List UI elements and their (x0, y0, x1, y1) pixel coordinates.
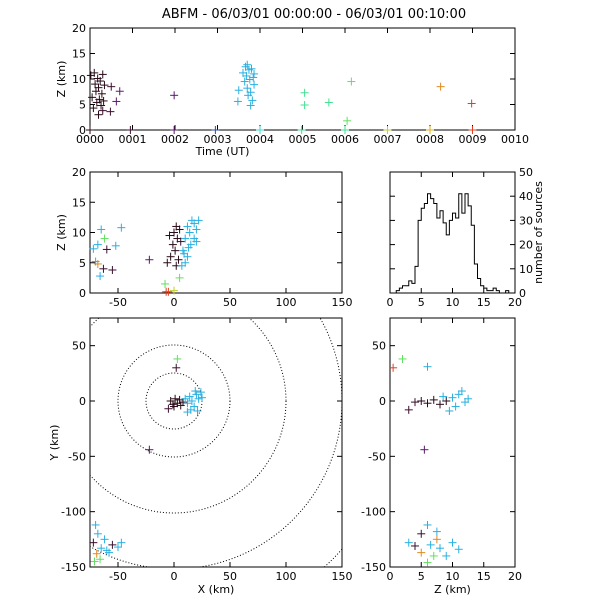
altitude-histogram-xtick-label: 10 (446, 296, 460, 309)
time-height-chart: 0000 0001 0002 0003 0004 0005 0006 0007 0008 0009… (55, 22, 529, 158)
altitude-histogram-ytick-label: 10 (519, 263, 533, 276)
altitude-histogram-xtick-label: 20 (508, 296, 522, 309)
time-height-ytick-label: 15 (72, 48, 86, 61)
histogram-step-line (395, 193, 515, 294)
plan-view-frame (89, 317, 343, 568)
time-height-xtick-label: 0005 (289, 133, 317, 146)
altitude-histogram-xtick-label: 0 (387, 296, 394, 309)
time-height-xtick-label: 0003 (204, 133, 232, 146)
altitude-histogram-ytick-label: 40 (519, 190, 533, 203)
x-height-xtick-label: 150 (332, 296, 353, 309)
x-height-xtick-label: 50 (223, 296, 237, 309)
z-y-view-xtick-label: 10 (446, 570, 460, 583)
time-height-ytick-label: 5 (79, 99, 86, 112)
x-height-xtick-label: -50 (109, 296, 127, 309)
time-height-xtick-label: 0007 (374, 133, 402, 146)
plan-view-xtick-label: 100 (276, 570, 297, 583)
time-height-xtick-label: 0006 (331, 133, 359, 146)
z-y-view-ytick-label: -50 (368, 450, 386, 463)
altitude-histogram-frame (389, 171, 516, 294)
x-height-xtick-label: 0 (171, 296, 178, 309)
plan-view-ytick-label: -50 (68, 450, 86, 463)
x-height-ytick-label: 5 (79, 257, 86, 270)
x-height-ytick-label: 15 (72, 196, 86, 209)
time-height-ytick-label: 20 (72, 22, 86, 35)
plan-view-ytick-label: -150 (61, 561, 86, 574)
z-y-view-xtick-label: 20 (508, 570, 522, 583)
altitude-histogram-xtick-label: 5 (418, 296, 425, 309)
x-height-ytick-label: 0 (79, 287, 86, 300)
altitude-histogram-ytick-label: 30 (519, 214, 533, 227)
z-y-view-ytick-label: -100 (361, 506, 386, 519)
time-height-xtick-label: 0001 (119, 133, 147, 146)
plan-view-xlabel: X (km) (198, 583, 235, 596)
time-height-ytick-label: 0 (79, 124, 86, 137)
altitude-histogram-ytick-label: 50 (519, 166, 533, 179)
altitude-histogram-ytick-label: 20 (519, 239, 533, 252)
plan-view-ylabel: Y (km) (48, 425, 61, 462)
z-y-view-ytick-label: 0 (379, 395, 386, 408)
z-y-view-xtick-label: 15 (477, 570, 491, 583)
x-height-ytick-label: 20 (72, 166, 86, 179)
altitude-histogram-ylabel: number of sources (532, 181, 545, 284)
time-height-xtick-label: 0004 (246, 133, 274, 146)
z-y-view-ytick-label: 50 (372, 340, 386, 353)
z-y-view-ytick-label: -150 (361, 561, 386, 574)
plan-view-ytick-label: 50 (72, 340, 86, 353)
z-y-view-xlabel: Z (km) (434, 583, 471, 596)
time-height-xtick-label: 0000 (76, 133, 104, 146)
x-height-xtick-label: 100 (276, 296, 297, 309)
range-ring (117, 344, 231, 458)
z-y-view-chart: 0 5 10 15 20 -150 -100 -50 0 50 Z (km) (361, 317, 522, 596)
x-height-frame (89, 171, 343, 294)
time-height-xlabel: Time (UT) (195, 145, 250, 158)
z-y-view-frame (389, 317, 516, 568)
altitude-histogram-ytick-label: 0 (519, 287, 526, 300)
z-y-view-xtick-label: 0 (387, 570, 394, 583)
x-height-ytick-label: 10 (72, 227, 86, 240)
plan-view-xtick-label: 150 (332, 570, 353, 583)
altitude-histogram-xtick-label: 15 (477, 296, 491, 309)
plan-view-xtick-label: 0 (171, 570, 178, 583)
x-height-ylabel: Z (km) (55, 214, 68, 251)
time-height-xtick-label: 0009 (459, 133, 487, 146)
plan-view-ytick-label: -100 (61, 506, 86, 519)
time-height-xtick-label: 0010 (501, 133, 529, 146)
time-height-ylabel: Z (km) (55, 61, 68, 98)
plan-view-xtick-label: 50 (223, 570, 237, 583)
x-height-chart: -50 0 50 100 150 0 5 10 15 20 Z (km) (55, 166, 353, 309)
plan-view-xtick-label: -50 (109, 570, 127, 583)
time-height-ytick-label: 10 (72, 73, 86, 86)
time-height-xtick-label: 0008 (416, 133, 444, 146)
figure-title: ABFM - 06/03/01 00:00:00 - 06/03/01 00:1… (162, 7, 466, 22)
plan-view-ytick-label: 0 (79, 395, 86, 408)
z-y-view-xtick-label: 5 (418, 570, 425, 583)
time-height-frame (89, 27, 516, 131)
time-height-xtick-label: 0002 (161, 133, 189, 146)
range-ring (90, 318, 287, 514)
